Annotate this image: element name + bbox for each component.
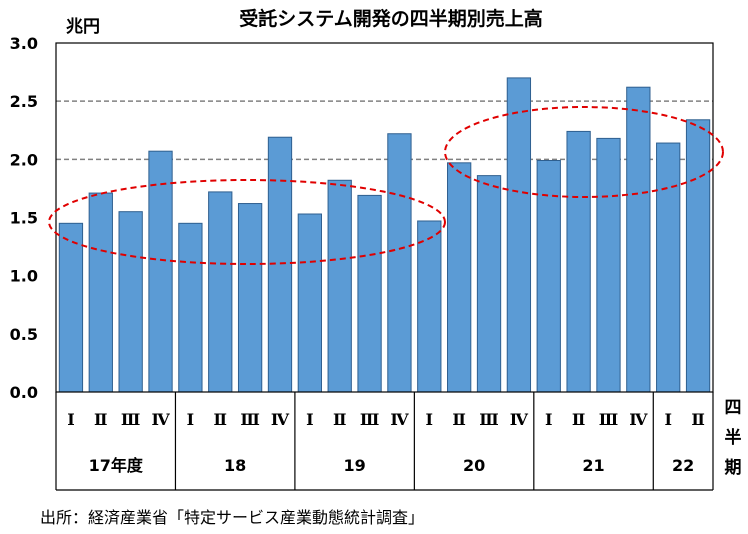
bars [58, 77, 711, 393]
bar [596, 137, 621, 393]
bar [566, 130, 591, 393]
x-tick-label: Ⅱ [214, 410, 227, 429]
x-tick-label: Ⅰ [426, 410, 433, 429]
bar [387, 133, 412, 393]
highlight-ellipse [48, 179, 446, 265]
bar [58, 222, 84, 393]
y-tick-label: 0.0 [10, 383, 38, 402]
y-tick-label: 1.0 [10, 267, 38, 286]
year-label: 22 [672, 456, 694, 475]
bar [297, 213, 322, 393]
year-label: 18 [224, 456, 246, 475]
bar [178, 222, 203, 393]
x-tick-label: Ⅱ [452, 410, 465, 429]
year-label: 20 [463, 456, 485, 475]
x-tick-label: Ⅳ [510, 410, 529, 429]
y-axis-ticks: 0.0 0.5 1.0 1.5 2.0 2.5 3.0 [10, 34, 38, 402]
year-label: 21 [582, 456, 604, 475]
x-tick-label: Ⅲ [599, 410, 618, 429]
source-note: 出所：経済産業省「特定サービス産業動態統計調査」 [40, 508, 424, 527]
x-tick-label: Ⅲ [121, 410, 140, 429]
y-tick-label: 1.5 [10, 209, 38, 228]
x-axis-label: 四半期 [725, 398, 742, 478]
bar [685, 119, 711, 393]
x-tick-label: Ⅰ [664, 410, 671, 429]
chart-title: 受託システム開発の四半期別売上高 [239, 7, 542, 30]
bar [506, 77, 532, 393]
x-tick-label: Ⅰ [187, 410, 194, 429]
x-tick-label: Ⅳ [629, 410, 648, 429]
x-tick-label: Ⅲ [360, 410, 379, 429]
x-tick-label: Ⅳ [271, 410, 290, 429]
bar [88, 192, 113, 393]
highlight-ellipse [444, 106, 724, 198]
bar [327, 179, 352, 393]
x-tick-label: Ⅱ [691, 410, 704, 429]
bar [626, 86, 651, 393]
year-label: 19 [344, 456, 366, 475]
bar [208, 191, 233, 393]
x-tick-label: Ⅱ [572, 410, 585, 429]
plot-border [55, 42, 714, 393]
year-label: 17年度 [89, 456, 144, 475]
annotations [48, 106, 724, 265]
y-tick-label: 3.0 [10, 34, 38, 53]
bar [148, 150, 173, 393]
x-tick-label: Ⅱ [333, 410, 346, 429]
x-tick-label: Ⅲ [240, 410, 259, 429]
bar [447, 162, 472, 393]
bar [118, 211, 143, 393]
x-tick-label: Ⅰ [67, 410, 74, 429]
bar [476, 175, 502, 393]
plot-frame [55, 42, 714, 393]
y-axis-unit: 兆円 [66, 17, 100, 37]
x-tick-label: Ⅰ [306, 410, 313, 429]
y-tick-label: 0.5 [10, 325, 38, 344]
x-tick-label: Ⅱ [94, 410, 107, 429]
y-tick-label: 2.0 [10, 150, 38, 169]
x-tick-label: Ⅲ [479, 410, 498, 429]
bar [656, 142, 681, 393]
bar [417, 220, 442, 393]
x-tick-label: Ⅰ [545, 410, 552, 429]
bar [237, 203, 263, 393]
x-tick-label: Ⅳ [390, 410, 409, 429]
bar [357, 194, 382, 393]
x-tick-label: Ⅳ [151, 410, 170, 429]
y-tick-label: 2.5 [10, 92, 38, 111]
